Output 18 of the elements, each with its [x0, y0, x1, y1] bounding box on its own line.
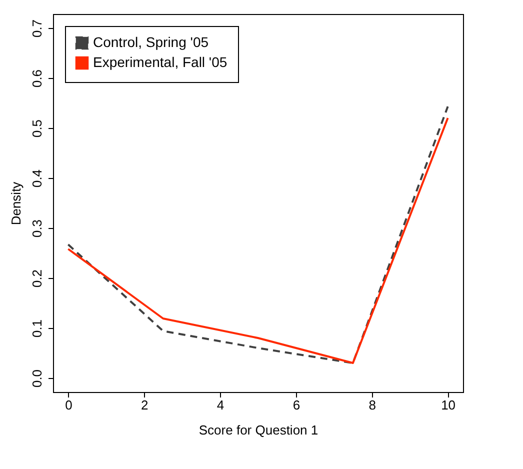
x-tick-label: 10 — [441, 398, 456, 412]
y-tick-label: 0.2 — [30, 269, 44, 288]
x-tick-label: 6 — [292, 398, 300, 412]
x-tick-label: 4 — [216, 398, 224, 412]
y-axis-title: Density — [8, 181, 24, 226]
x-tick-label: 0 — [65, 398, 72, 412]
y-tick-label: 0.0 — [30, 369, 44, 388]
legend-label: Control, Spring '05 — [93, 34, 209, 50]
y-tick-label: 0.6 — [30, 69, 44, 88]
y-tick-label: 0.1 — [30, 319, 44, 338]
x-tick-label: 8 — [368, 398, 376, 412]
y-tick-label: 0.5 — [30, 119, 44, 138]
y-tick-label: 0.7 — [30, 19, 44, 38]
x-tick-label: 2 — [140, 398, 148, 412]
y-tick-label: 0.3 — [30, 219, 44, 238]
legend-label: Experimental, Fall '05 — [93, 54, 228, 70]
y-tick-label: 0.4 — [30, 169, 44, 188]
x-axis-title: Score for Question 1 — [198, 422, 318, 438]
